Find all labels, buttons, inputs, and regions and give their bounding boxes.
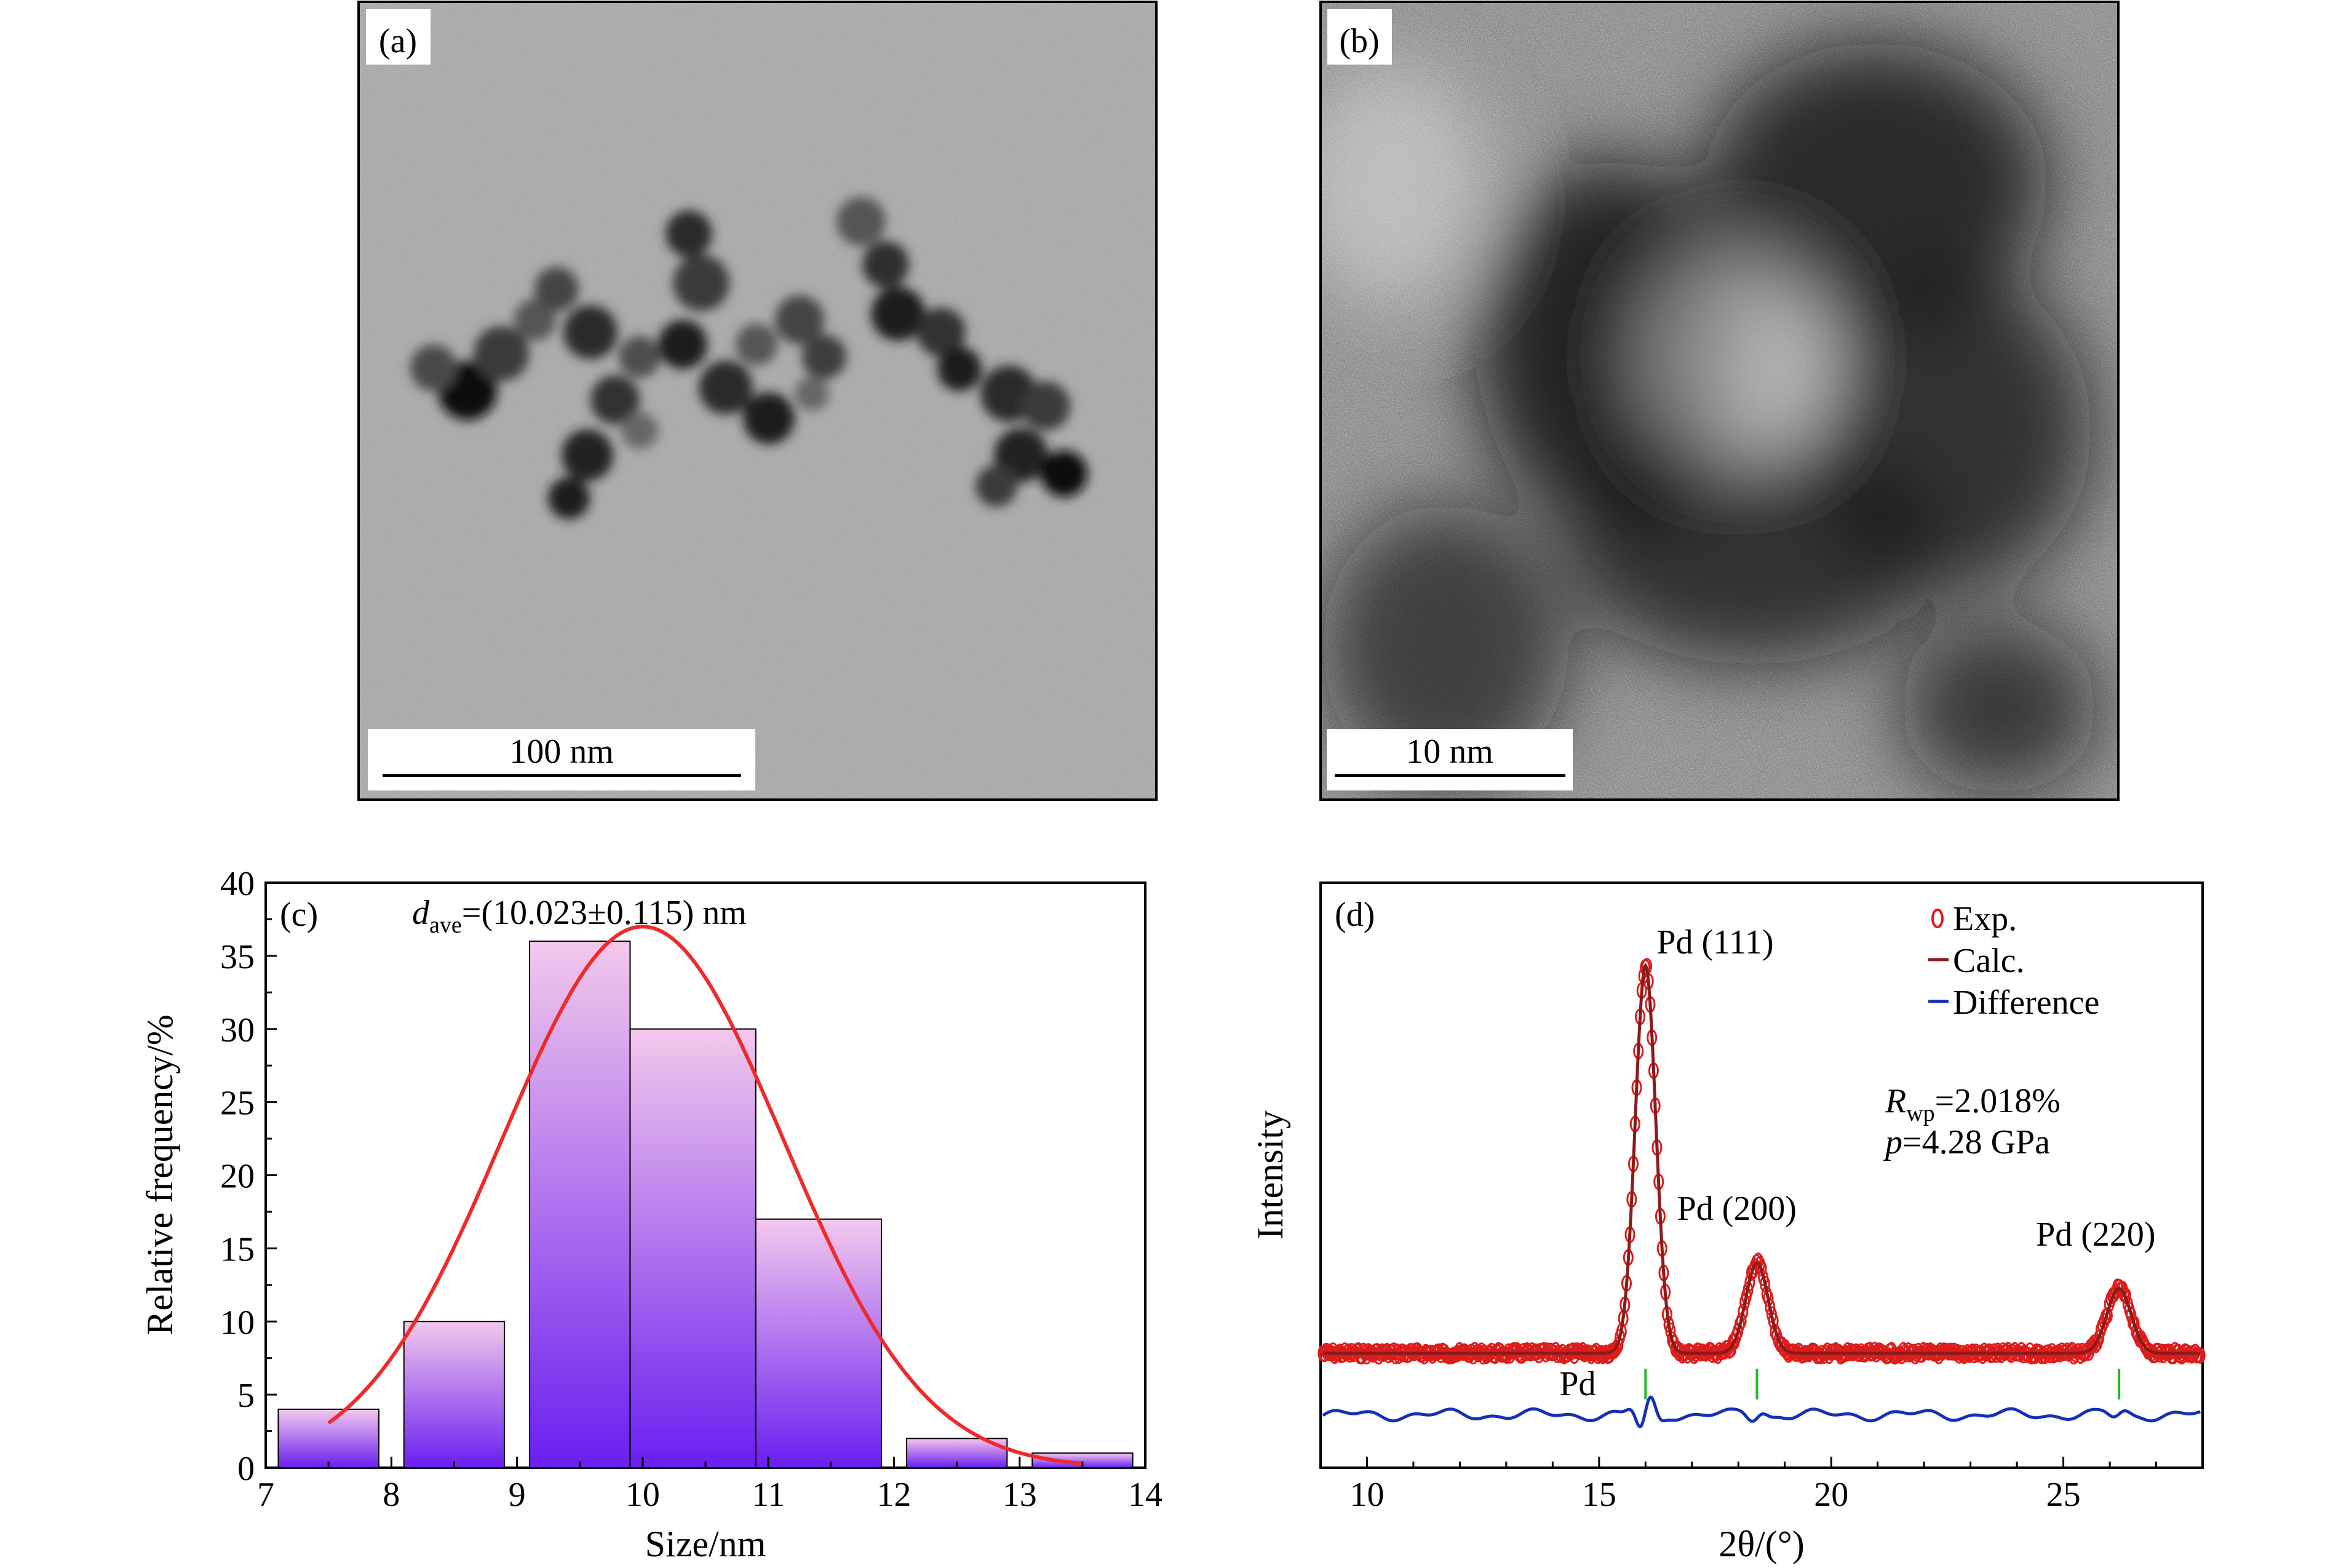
- scale-bar-a-label: 100 nm: [509, 733, 614, 771]
- y-tick-label: 25: [220, 1084, 255, 1123]
- d-x-axis-label: 2θ/(°): [1719, 1524, 1804, 1564]
- c-annotation-text: =(10.023±0.115) nm: [462, 894, 747, 932]
- x-tick-label: 14: [1128, 1476, 1162, 1514]
- scale-bar-a-box: [368, 729, 755, 790]
- y-tick-label: 35: [220, 938, 255, 976]
- exp-point: [1760, 1275, 1770, 1292]
- panel-a-tem-image: (a) 100 nm: [357, 1, 1158, 801]
- x-tick-label: 10: [626, 1476, 660, 1514]
- exp-point: [2088, 1334, 2099, 1351]
- legend-exp-label: Exp.: [1953, 900, 2017, 938]
- legend-calc-label: Calc.: [1953, 942, 2025, 980]
- lattice-dark-regions: [1321, 43, 2097, 794]
- rwp-symbol: R: [1885, 1082, 1906, 1120]
- x-tick-label: 25: [2046, 1476, 2081, 1514]
- exp-point: [2195, 1347, 2206, 1364]
- histogram-bar: [529, 941, 631, 1468]
- y-tick-label: 30: [220, 1011, 255, 1049]
- legend-d: Exp. Calc. Difference: [1928, 900, 2099, 1022]
- peak-label-pd-111: Pd (111): [1656, 923, 1773, 961]
- exp-point: [2087, 1337, 2098, 1354]
- scale-bar-b-box: [1327, 729, 1573, 790]
- reflection-label-pd: Pd: [1559, 1365, 1596, 1403]
- x-tick-label: 7: [257, 1476, 274, 1514]
- y-tick-label: 10: [220, 1303, 255, 1342]
- x-tick-label: 13: [1003, 1476, 1037, 1514]
- y-tick-label: 5: [237, 1377, 255, 1415]
- gaussian-fit-curve: [327, 925, 1083, 1466]
- c-annotation-dave: dave=(10.023±0.115) nm: [412, 894, 747, 938]
- scale-bar-b: [1335, 774, 1565, 777]
- peak-label-pd-220: Pd (220): [2036, 1216, 2155, 1254]
- histogram-bar: [403, 1321, 506, 1468]
- x-tick-label: 11: [752, 1476, 785, 1514]
- x-tick-label: 20: [1814, 1476, 1848, 1514]
- histogram-bar: [755, 1218, 882, 1468]
- c-x-axis-label: Size/nm: [645, 1524, 766, 1564]
- panel-d-xrd-refinement: 10 15 20 25 (d) Pd (111) Pd (200) Pd (220) …: [1250, 882, 2206, 1564]
- nanoparticle-agglomerate: [410, 197, 1087, 519]
- pressure-symbol: p: [1883, 1123, 1902, 1161]
- panel-a-label: (a): [379, 22, 417, 60]
- panel-b-label: (b): [1339, 22, 1379, 60]
- histogram-bar: [629, 1028, 757, 1468]
- pressure-value: =4.28 GPa: [1902, 1123, 2050, 1161]
- histogram-bar: [277, 1408, 380, 1468]
- scale-bar-b-label: 10 nm: [1406, 733, 1493, 771]
- panel-b-label-box: [1327, 9, 1392, 65]
- rwp-subscript: wp: [1906, 1100, 1934, 1126]
- panel-b-hrtem-image: (b) 10 nm: [1319, 1, 2120, 801]
- rwp-value: =2.018%: [1935, 1082, 2061, 1120]
- y-tick-label: 20: [220, 1158, 255, 1196]
- x-tick-label: 15: [1582, 1476, 1616, 1514]
- calc-line-series: [1322, 962, 2201, 1355]
- panel-c-size-histogram: 7 8 9 10 11 12 13 14 0 5 10 15 20 25 30 35 40 (c) dave=(…: [140, 865, 1162, 1564]
- pressure-annotation: p=4.28 GPa: [1883, 1123, 2050, 1161]
- x-tick-label: 9: [509, 1476, 526, 1514]
- histogram-bars: [277, 941, 1134, 1469]
- panel-a-label-box: [366, 9, 431, 65]
- panel-d-label: (d): [1335, 896, 1375, 934]
- exp-point: [1477, 1348, 1488, 1365]
- panel-c-label: (c): [280, 896, 318, 934]
- x-tick-label: 10: [1349, 1476, 1384, 1514]
- x-tick-label: 8: [383, 1476, 400, 1514]
- legend-diff-label: Difference: [1953, 984, 2099, 1022]
- y-tick-label: 0: [237, 1450, 255, 1488]
- rwp-annotation: Rwp=2.018%: [1885, 1082, 2061, 1126]
- plot-frame-d: [1319, 882, 2204, 1469]
- c-annotation-symbol: d: [412, 894, 430, 932]
- y-tick-label: 40: [220, 865, 255, 903]
- x-tick-label: 12: [876, 1476, 911, 1514]
- legend-exp-marker: [1931, 909, 1944, 928]
- exp-point: [1738, 1303, 1749, 1321]
- difference-line-series: [1322, 1395, 2201, 1428]
- peak-label-pd-200: Pd (200): [1677, 1190, 1796, 1228]
- y-tick-label: 15: [220, 1230, 255, 1268]
- d-y-axis-label: Intensity: [1250, 1110, 1290, 1240]
- axis-ticks-d: 10 15 20 25: [1349, 1457, 2158, 1514]
- scale-bar-a: [383, 774, 741, 777]
- c-annotation-subscript: ave: [429, 912, 462, 938]
- axis-ticks-c: 7 8 9 10 11 12 13 14 0 5 10 15 20 25 30 35 40: [220, 865, 1162, 1514]
- reflection-marks: [1644, 1369, 2121, 1399]
- c-y-axis-label: Relative frequency/%: [140, 1014, 180, 1335]
